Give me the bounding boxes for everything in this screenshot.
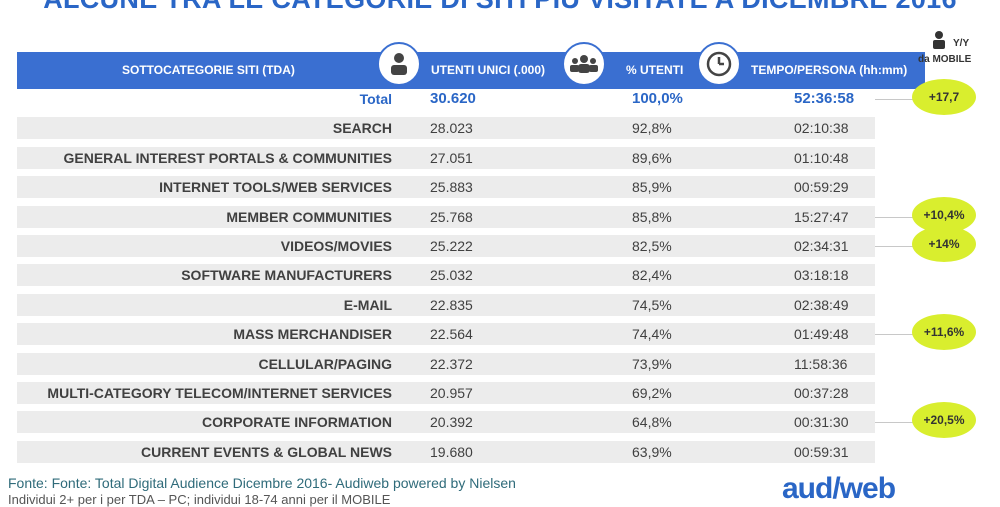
pct-value: 89,6%: [632, 149, 672, 166]
row-band: [17, 382, 875, 404]
row-band: [17, 117, 875, 140]
header-pct: % UTENTI: [626, 63, 684, 77]
clock-icon: [697, 42, 741, 86]
pct-value: 64,8%: [632, 414, 672, 431]
pct-value: 100,0%: [632, 90, 683, 107]
header-category: SOTTOCATEGORIE SITI (TDA): [122, 63, 295, 77]
time-value: 00:37:28: [794, 385, 849, 401]
audiweb-logo: aud/web: [782, 472, 896, 505]
users-value: 22.372: [430, 355, 473, 372]
row-band: [17, 205, 875, 228]
badge-connector: [875, 422, 915, 424]
category-label: GENERAL INTEREST PORTALS & COMMUNITIES: [63, 149, 393, 166]
page-title: ALCUNE TRA LE CATEGORIE DI SITI PIÙ VISI…: [0, 0, 1000, 15]
time-value: 01:49:48: [794, 326, 849, 343]
badge-connector: [875, 334, 915, 336]
person-icon: [933, 31, 945, 49]
yy-badge: +17,7: [912, 79, 976, 115]
time-value: 15:27:47: [794, 208, 849, 225]
badge-connector: [875, 99, 915, 100]
pct-value: 85,8%: [632, 208, 672, 225]
users-value: 22.564: [430, 326, 473, 343]
table-header: SOTTOCATEGORIE SITI (TDA) UTENTI UNICI (…: [17, 52, 925, 89]
users-value: 30.620: [430, 90, 476, 107]
time-value: 00:59:29: [794, 179, 849, 196]
yy-header: Y/Y da MOBILE: [918, 30, 981, 70]
pct-value: 85,9%: [632, 179, 672, 196]
category-label: E-MAIL: [343, 296, 392, 313]
pct-value: 74,5%: [632, 296, 672, 313]
users-value: 25.768: [430, 208, 473, 225]
time-value: 00:59:31: [794, 443, 849, 460]
yy-badge: +20,5%: [912, 402, 976, 439]
time-value: 02:38:49: [794, 296, 849, 313]
users-value: 20.957: [430, 385, 473, 401]
category-label: MASS MERCHANDISER: [233, 326, 392, 343]
category-label: VIDEOS/MOVIES: [280, 238, 392, 254]
users-value: 22.835: [430, 296, 473, 313]
header-time: TEMPO/PERSONA (hh:mm): [751, 63, 908, 77]
users-value: 27.051: [430, 149, 473, 166]
category-label: Total: [359, 91, 392, 107]
pct-value: 63,9%: [632, 443, 672, 460]
row-band: [17, 440, 875, 463]
row-band: [17, 352, 875, 375]
category-label: SOFTWARE MANUFACTURERS: [181, 267, 392, 284]
category-label: INTERNET TOOLS/WEB SERVICES: [159, 179, 392, 196]
yy-badge: +11,6%: [912, 314, 976, 351]
users-value: 25.222: [430, 238, 473, 254]
row-band: [17, 264, 875, 287]
yy-sublabel: da MOBILE: [918, 54, 972, 65]
header-users: UTENTI UNICI (.000): [431, 63, 546, 77]
category-label: CELLULAR/PAGING: [258, 355, 392, 372]
time-value: 52:36:58: [794, 90, 855, 107]
category-label: SEARCH: [332, 120, 392, 137]
pct-value: 73,9%: [632, 355, 672, 372]
users-value: 20.392: [430, 414, 473, 431]
time-value: 11:58:36: [794, 355, 848, 372]
users-value: 28.023: [430, 120, 473, 137]
yy-label: Y/Y: [953, 38, 970, 49]
group-icon: [562, 42, 606, 86]
row-band: [17, 411, 875, 434]
row-band: [17, 146, 875, 169]
badge-connector: [875, 216, 915, 218]
time-value: 00:31:30: [794, 414, 849, 431]
category-label: MEMBER COMMUNITIES: [226, 208, 392, 225]
pct-value: 69,2%: [632, 385, 672, 401]
row-band: [17, 235, 875, 257]
yy-badge: +14%: [912, 226, 976, 262]
users-value: 25.883: [430, 179, 473, 196]
users-value: 25.032: [430, 267, 473, 284]
person-icon: [377, 42, 421, 86]
pct-value: 82,4%: [632, 267, 672, 284]
users-value: 19.680: [430, 443, 473, 460]
time-value: 01:10:48: [794, 149, 849, 166]
row-band: [17, 323, 875, 346]
pct-value: 92,8%: [632, 120, 672, 137]
time-value: 02:10:38: [794, 120, 849, 137]
time-value: 02:34:31: [794, 238, 849, 254]
source-note: Fonte: Fonte: Total Digital Audience Dic…: [8, 475, 516, 491]
pct-value: 82,5%: [632, 238, 672, 254]
row-band: [17, 293, 875, 316]
badge-connector: [875, 246, 915, 247]
category-label: CURRENT EVENTS & GLOBAL NEWS: [141, 443, 392, 460]
category-label: CORPORATE INFORMATION: [201, 414, 392, 431]
row-band: [17, 176, 875, 199]
time-value: 03:18:18: [794, 267, 849, 284]
category-label: MULTI-CATEGORY TELECOM/INTERNET SERVICES: [47, 385, 392, 401]
pct-value: 74,4%: [632, 326, 672, 343]
